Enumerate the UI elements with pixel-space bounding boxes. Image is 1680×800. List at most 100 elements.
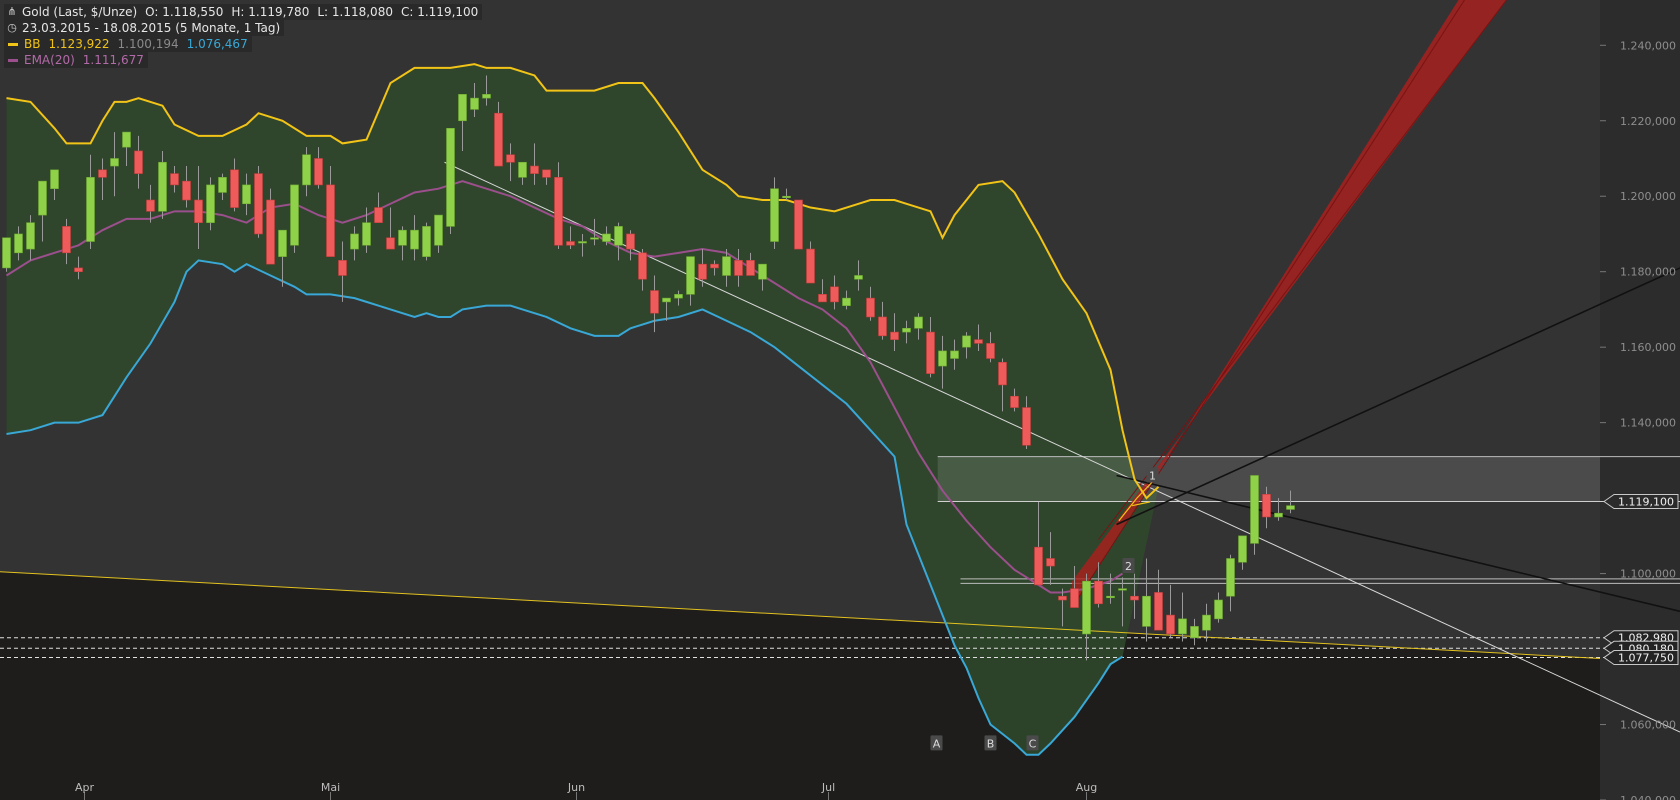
candle — [962, 332, 971, 359]
candle — [1034, 501, 1043, 586]
candle-body — [266, 199, 275, 265]
candle — [74, 256, 83, 280]
candle-body — [302, 154, 311, 186]
candle-body — [794, 199, 803, 250]
candle — [722, 249, 731, 287]
y-tick-label: 1.040,000 — [1620, 794, 1676, 800]
x-tick-label: Apr — [75, 781, 95, 794]
period-row: ◷ 23.03.2015 - 18.08.2015 (5 Monate, 1 T… — [4, 20, 285, 36]
annotation-box — [1026, 735, 1039, 751]
instrument-name: Gold (Last, $/Unze) — [22, 5, 138, 19]
candle-body — [530, 165, 539, 174]
price-tag: 1.119,100 — [1603, 494, 1679, 510]
candle-body — [566, 241, 575, 246]
trendline-layer — [0, 0, 1680, 733]
candle-body — [362, 222, 371, 246]
bb-swatch — [8, 42, 18, 46]
bollinger-upper-line — [6, 63, 1160, 500]
candle — [1250, 475, 1259, 555]
annotation-label: A — [933, 737, 941, 750]
candle — [1094, 562, 1103, 608]
candle-body — [1034, 546, 1043, 586]
candle — [290, 184, 299, 253]
candle — [530, 143, 539, 185]
y-tick-label: 1.140,000 — [1620, 417, 1676, 430]
candle — [842, 290, 851, 310]
support-zone-fill — [0, 571, 1600, 800]
bb-legend-row[interactable]: BB 1.123,922 1.100,194 1.076,467 — [4, 36, 252, 52]
candle — [302, 147, 311, 197]
x-tick-label: Jun — [567, 781, 585, 794]
candle-body — [902, 328, 911, 333]
candle-body — [50, 169, 59, 189]
candle — [614, 222, 623, 261]
candle — [1238, 535, 1247, 570]
candle — [1214, 592, 1223, 623]
candle-body — [674, 294, 683, 299]
candle — [734, 249, 743, 287]
candle — [974, 324, 983, 351]
candle-body — [974, 339, 983, 344]
candle — [1142, 558, 1151, 642]
channel-lower-edge — [1071, 0, 1465, 608]
bb-middle-value: 1.100,194 — [117, 37, 179, 51]
annotation-C: C — [1026, 735, 1039, 751]
y-tick-label: 1.220,000 — [1620, 115, 1676, 128]
open-value: 1.118,550 — [162, 5, 224, 19]
candle-body — [1262, 494, 1271, 518]
candle — [434, 214, 443, 253]
candle-body — [554, 177, 563, 246]
candle — [674, 290, 683, 306]
candle-layer — [2, 75, 1295, 661]
candle — [566, 226, 575, 250]
candle-body — [74, 267, 83, 272]
candle-body — [242, 184, 251, 205]
candle-body — [494, 112, 503, 167]
annotation-box — [930, 735, 943, 751]
candle — [866, 286, 875, 321]
long-support-trendline — [0, 571, 1601, 659]
candle-body — [170, 173, 179, 186]
candle-body — [734, 260, 743, 276]
channel-upper-edge — [1098, 0, 1507, 540]
candle — [98, 158, 107, 200]
candle — [986, 332, 995, 363]
y-tick-label: 1.180,000 — [1620, 266, 1676, 279]
candle-body — [110, 158, 119, 167]
candle — [422, 222, 431, 261]
candle — [710, 260, 719, 276]
candle — [878, 301, 887, 340]
candle-body — [1010, 395, 1019, 408]
candle-body — [638, 252, 647, 280]
candle-body — [398, 229, 407, 246]
candle — [950, 339, 959, 370]
candle-body — [710, 263, 719, 269]
y-tick-label: 1.240,000 — [1620, 39, 1676, 52]
candle — [38, 180, 47, 242]
clock-icon: ◷ — [7, 21, 17, 34]
y-tick: 1.060,000 — [1600, 719, 1676, 732]
candle — [602, 226, 611, 246]
x-tick: Aug — [1076, 781, 1097, 800]
candle-body — [698, 263, 707, 280]
candle — [818, 279, 827, 303]
candle — [122, 131, 131, 167]
annotation-B: B — [984, 735, 997, 751]
bollinger-lower-line — [6, 259, 1124, 756]
candle — [266, 188, 275, 265]
candle — [338, 241, 347, 302]
black-falling-line — [1116, 474, 1680, 613]
candle-body — [1250, 475, 1259, 544]
x-tick-label: Aug — [1076, 781, 1097, 794]
candle-body — [122, 131, 131, 148]
y-tick: 1.160,000 — [1600, 341, 1676, 354]
candle-body — [38, 180, 47, 216]
ema-legend-row[interactable]: EMA(20) 1.111,677 — [4, 52, 148, 68]
annotation-label: C — [1029, 737, 1037, 750]
bb-lower-value: 1.076,467 — [186, 37, 248, 51]
candle — [890, 313, 899, 351]
y-tick-label: 1.160,000 — [1620, 341, 1676, 354]
candle — [902, 320, 911, 344]
x-tick: Jul — [821, 781, 835, 800]
